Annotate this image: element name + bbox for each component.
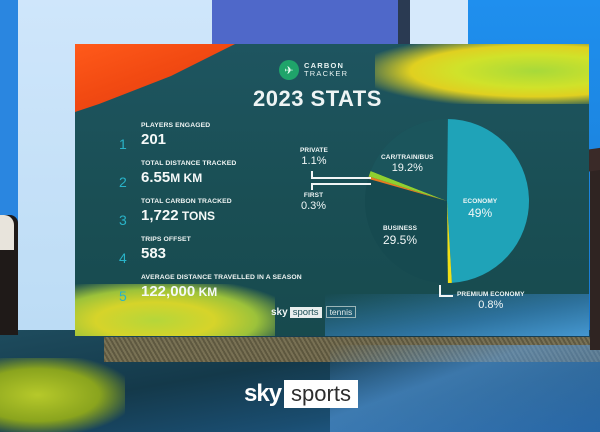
floor-blue-wave bbox=[330, 345, 600, 432]
slice-economy bbox=[447, 119, 529, 283]
label-first: FIRST 0.3% bbox=[301, 192, 327, 212]
studio-purple-panel bbox=[212, 0, 398, 50]
stat-value: 6.55M KM bbox=[141, 169, 203, 186]
first-leader-line-v bbox=[311, 183, 313, 190]
stat-label: TOTAL DISTANCE TRACKED bbox=[141, 160, 237, 167]
stat-number: 1 bbox=[119, 136, 127, 152]
studio-pillar bbox=[398, 0, 410, 50]
presenter-left-shirt bbox=[0, 215, 14, 250]
stat-number: 2 bbox=[119, 174, 127, 190]
stat-value: 583 bbox=[141, 245, 167, 262]
stat-label: PLAYERS ENGAGED bbox=[141, 122, 211, 129]
logo-line-2: TRACKER bbox=[304, 69, 349, 78]
sky-sports-broadcast-logo: sky sports bbox=[244, 380, 358, 408]
slice-premium-economy bbox=[447, 201, 452, 283]
pie-chart bbox=[365, 119, 529, 283]
stat-value: 1,722 TONS bbox=[141, 207, 215, 224]
yellow-paint-splash-bottom bbox=[75, 284, 275, 336]
stat-number: 4 bbox=[119, 250, 127, 266]
slice-business bbox=[365, 178, 448, 283]
logo-line-1: CARBON bbox=[304, 61, 345, 70]
carbon-tracker-logo: ✈ CARBON TRACKER bbox=[279, 60, 348, 80]
stat-number: 3 bbox=[119, 212, 127, 228]
label-business: BUSINESS 29.5% bbox=[383, 225, 418, 247]
label-premium-economy: PREMIUM ECONOMY 0.8% bbox=[457, 291, 525, 311]
label-economy: ECONOMY 49% bbox=[463, 198, 498, 220]
slice-first bbox=[368, 176, 447, 201]
label-car-train-bus: CAR/TRAIN/BUS 19.2% bbox=[381, 154, 434, 174]
label-private: PRIVATE 1.1% bbox=[300, 147, 328, 167]
premium-leader-line bbox=[439, 295, 453, 297]
stat-label: TRIPS OFFSET bbox=[141, 236, 191, 243]
stat-label: TOTAL CARBON TRACKED bbox=[141, 198, 232, 205]
yellow-paint-splash-top bbox=[375, 44, 589, 104]
slice-car-train-bus bbox=[370, 119, 448, 201]
sky-sports-tennis-logo: sky sports tennis bbox=[271, 306, 357, 318]
premium-leader-line-v bbox=[439, 285, 441, 297]
stat-label: AVERAGE DISTANCE TRAVELLED IN A SEASON bbox=[141, 274, 302, 281]
floor-yellow-splash bbox=[0, 358, 125, 432]
stat-number: 5 bbox=[119, 288, 127, 304]
stat-value: 122,000 KM bbox=[141, 283, 218, 300]
slice-private bbox=[368, 171, 447, 201]
stats-screen: ✈ CARBON TRACKER 2023 STATS 1 PLAYERS EN… bbox=[75, 44, 589, 336]
private-leader-line-v bbox=[311, 171, 313, 179]
blue-paint-splash-bottom bbox=[325, 294, 589, 336]
private-leader-line bbox=[311, 177, 371, 179]
plane-icon: ✈ bbox=[279, 60, 299, 80]
studio-light-panel-2 bbox=[410, 0, 468, 50]
first-leader-line bbox=[311, 183, 371, 185]
page-title: 2023 STATS bbox=[253, 86, 382, 111]
red-paint-splash bbox=[75, 44, 235, 112]
stat-value: 201 bbox=[141, 131, 167, 148]
presenter-right bbox=[590, 150, 600, 350]
